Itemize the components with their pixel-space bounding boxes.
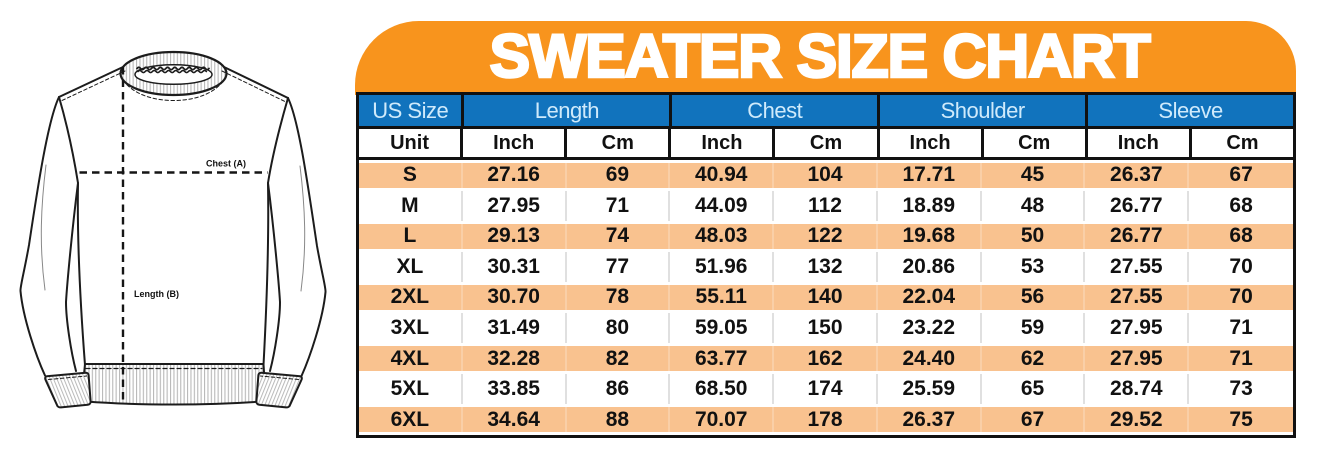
svg-text:Length (B): Length (B)	[134, 289, 179, 299]
svg-text:Chest (A): Chest (A)	[206, 159, 246, 169]
